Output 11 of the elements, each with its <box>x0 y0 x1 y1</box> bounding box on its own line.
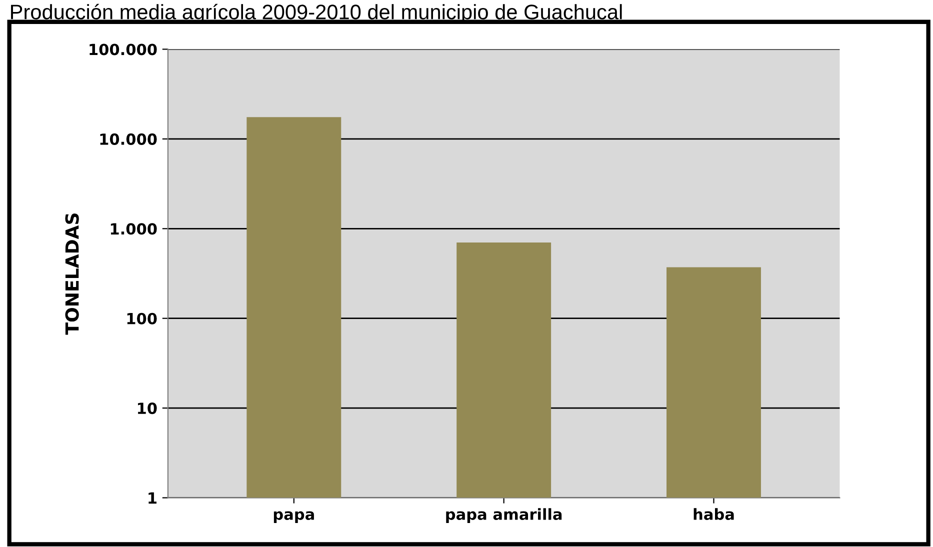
y-tick-label: 1 <box>148 492 156 504</box>
y-axis-title: TONELADAS <box>65 214 79 335</box>
x-tick-label: papa <box>274 511 314 523</box>
x-tick-label: haba <box>694 508 734 520</box>
y-tick-label: 100 <box>127 312 157 324</box>
chart-title: Producción media agrícola 2009-2010 del municipio de Guachucal <box>11 4 622 24</box>
y-tick-label: 10.000 <box>100 133 157 145</box>
x-tick-label: papa amarilla <box>446 508 562 523</box>
y-tick-label: 100.000 <box>90 44 157 56</box>
y-tick-label: 10 <box>138 402 157 414</box>
y-tick-label: 1.000 <box>110 223 157 235</box>
